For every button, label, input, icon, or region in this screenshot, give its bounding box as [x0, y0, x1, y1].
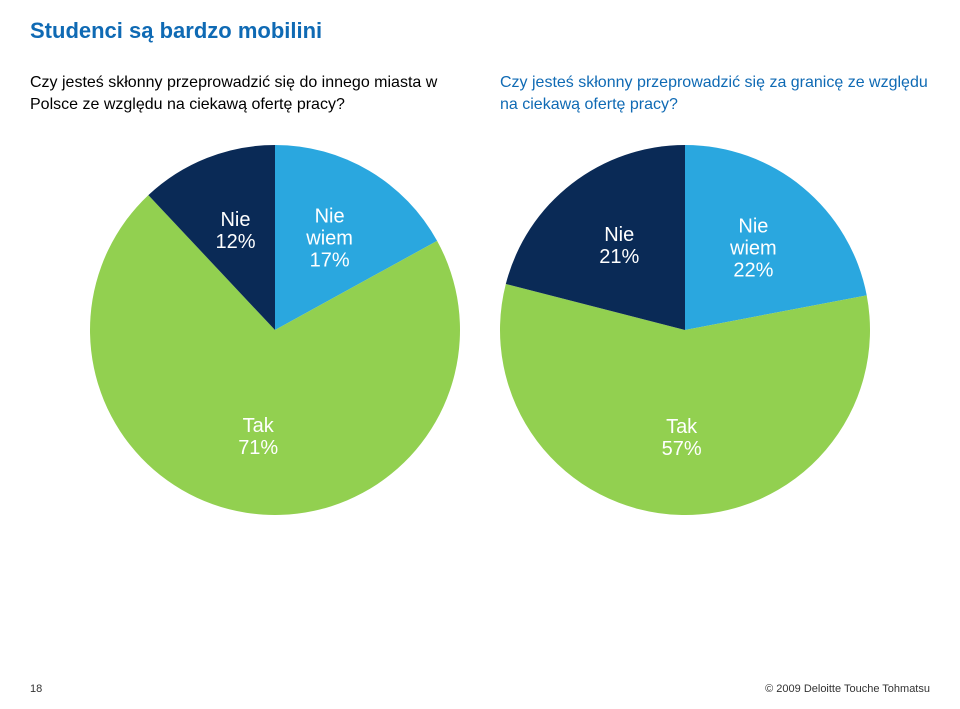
charts-row: Niewiem17%Tak71%Nie12% Niewiem22%Tak57%N… [30, 145, 930, 515]
footer: 18 © 2009 Deloitte Touche Tohmatsu [30, 683, 930, 695]
chart-left-wrap: Niewiem17%Tak71%Nie12% [90, 145, 460, 515]
copyright: © 2009 Deloitte Touche Tohmatsu [765, 683, 930, 695]
pie-chart-right: Niewiem22%Tak57%Nie21% [500, 145, 870, 515]
question-right: Czy jesteś skłonny przeprowadzić się za … [500, 72, 930, 115]
pie-chart-left: Niewiem17%Tak71%Nie12% [90, 145, 460, 515]
pie-slice-label: Tak71% [238, 415, 278, 459]
page-number: 18 [30, 683, 42, 695]
pie-slice-label: Nie12% [215, 209, 255, 253]
questions-row: Czy jesteś skłonny przeprowadzić się do … [30, 72, 930, 115]
pie-slice-label: Nie21% [599, 224, 639, 268]
page: Studenci są bardzo mobilini Czy jesteś s… [0, 0, 960, 709]
question-left: Czy jesteś skłonny przeprowadzić się do … [30, 72, 460, 115]
pie-slice-label: Tak57% [662, 416, 702, 460]
page-title: Studenci są bardzo mobilini [30, 18, 930, 44]
chart-right-wrap: Niewiem22%Tak57%Nie21% [500, 145, 870, 515]
